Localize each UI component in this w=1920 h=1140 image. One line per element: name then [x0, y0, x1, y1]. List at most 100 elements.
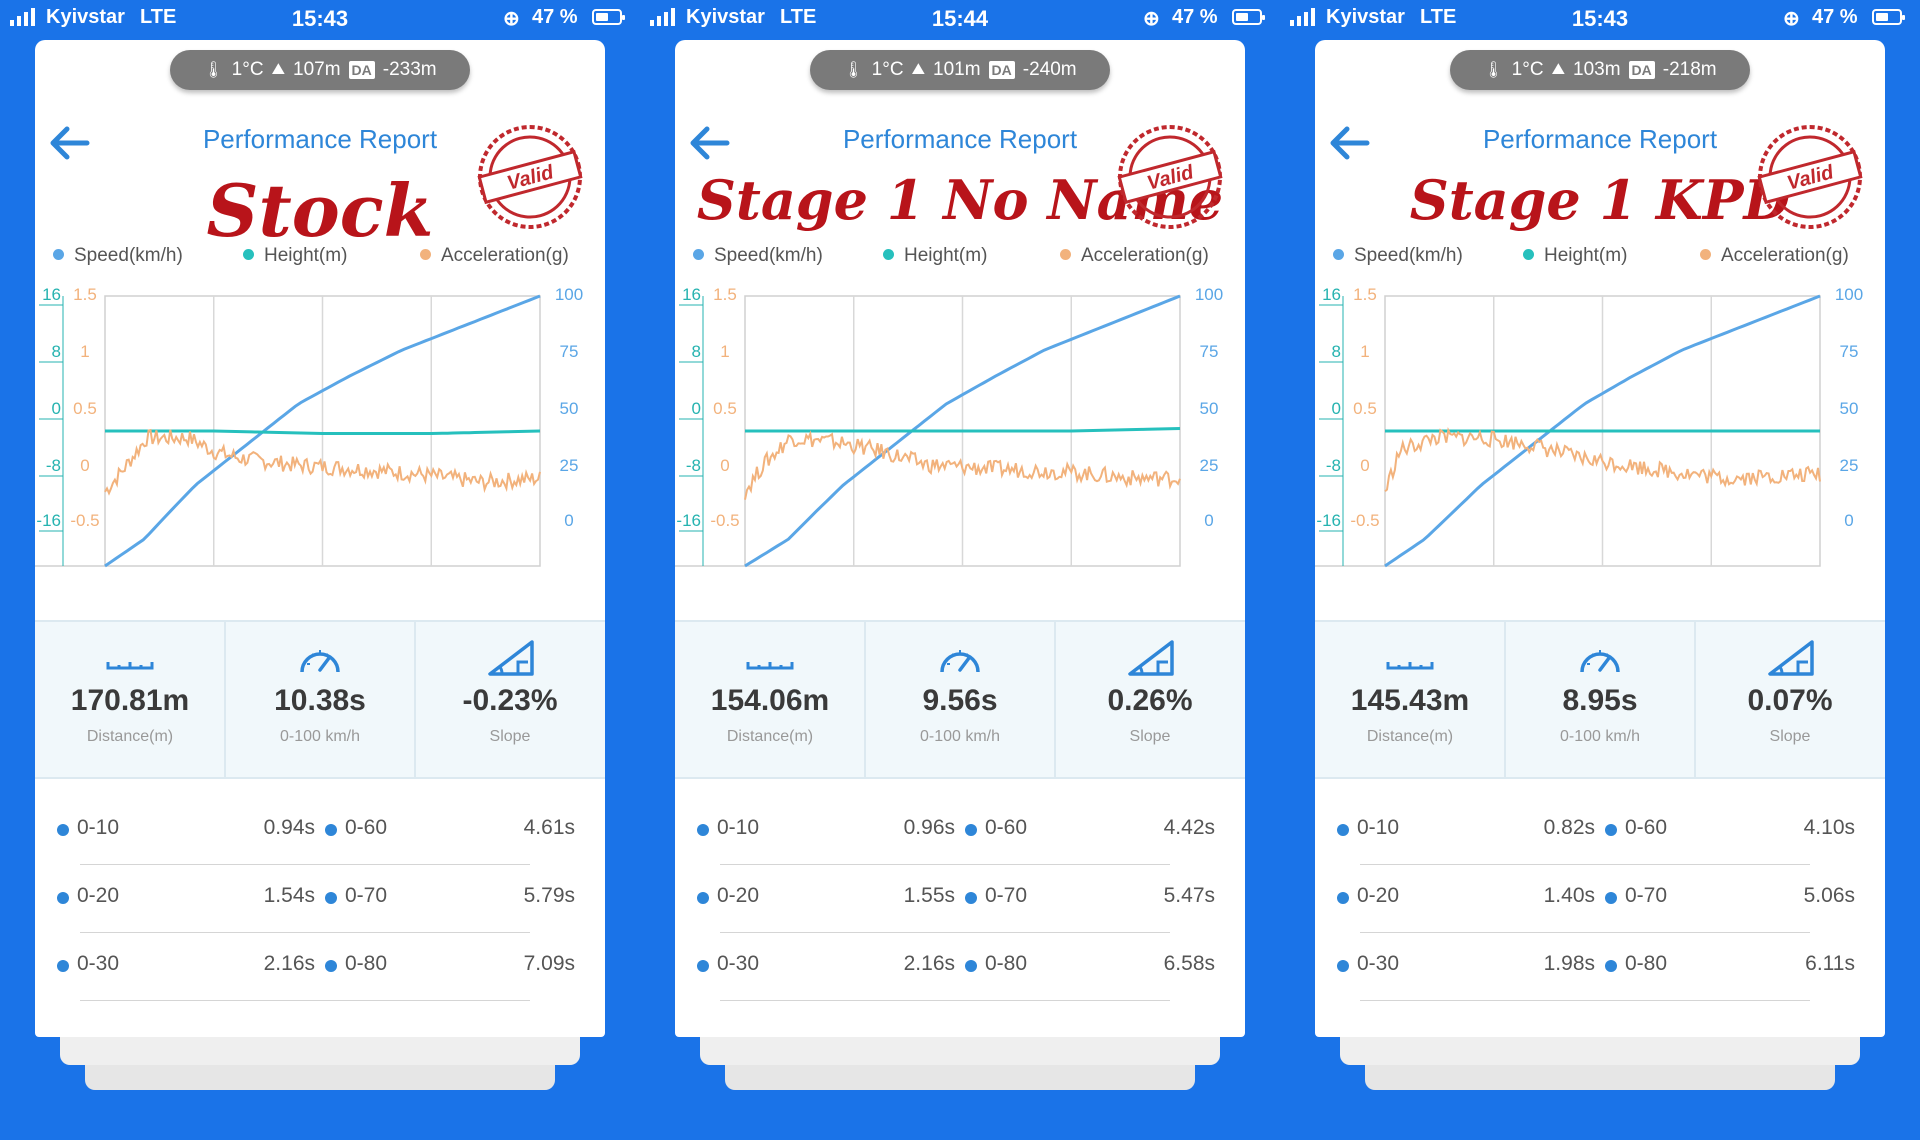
performance-chart: 16 8 0 -8 -16 1.5 1 0.5 0 -0.5 100 75 50 25 0: [675, 285, 1223, 568]
back-arrow-icon[interactable]: [47, 123, 97, 163]
split-bullet-icon: [1605, 824, 1617, 836]
split-row: 0-20 1.55s 0-70 5.47s: [675, 878, 1245, 946]
list-cutoff: [675, 1032, 1245, 1037]
height-tick-label: 8: [52, 342, 61, 361]
legend-speed: Speed(km/h): [1333, 245, 1463, 267]
divider: [414, 622, 416, 777]
split-bullet-icon: [325, 960, 337, 972]
accel-tick-label: 1: [80, 342, 89, 361]
speed-tick-label: 50: [1200, 399, 1219, 418]
network-type: LTE: [1420, 6, 1457, 28]
split-time: 5.06s: [1803, 884, 1855, 907]
slope-icon: [1695, 634, 1885, 684]
speed-tick-label: 100: [1835, 285, 1863, 304]
ruler-icon: [1315, 634, 1505, 684]
height-tick-label: 0: [692, 399, 701, 418]
split-time: 4.10s: [1803, 816, 1855, 839]
accel-tick-label: 0.5: [713, 399, 737, 418]
distance-label: Distance(m): [86, 728, 174, 745]
split-row: 0-10 0.94s 0-60 4.61s: [35, 810, 605, 878]
battery-percent: 47 %: [1172, 6, 1218, 28]
split-range: 0-10: [1357, 816, 1400, 839]
ruler-icon: [35, 634, 225, 684]
split-range: 0-10: [717, 816, 760, 839]
accel-tick-label: 0: [80, 456, 89, 475]
height-tick-label: 16: [682, 285, 701, 304]
accel-dot-icon: [1060, 249, 1071, 260]
page-title: Performance Report: [1482, 124, 1718, 154]
divider: [1504, 622, 1506, 777]
height-tick-label: -16: [1316, 511, 1341, 530]
slope-label: Slope: [1769, 728, 1811, 745]
accel-tick-label: -0.5: [1350, 511, 1379, 530]
split-bullet-icon: [697, 824, 709, 836]
split-time: 0.82s: [1543, 816, 1595, 839]
altitude: 101m: [933, 59, 981, 80]
split-range: 0-60: [345, 816, 388, 839]
back-arrow-icon[interactable]: [1327, 123, 1377, 163]
battery-icon: [1872, 9, 1905, 25]
distance-stat: 145.43m Distance(m): [1315, 622, 1505, 777]
row-divider: [80, 864, 530, 865]
speed-tick-label: 25: [1840, 456, 1859, 475]
network-type: LTE: [780, 6, 817, 28]
speed-tick-label: 75: [1200, 342, 1219, 361]
slope-icon: [415, 634, 605, 684]
split-range: 0-80: [985, 952, 1028, 975]
speed-line: [744, 294, 1181, 568]
split-time: 4.42s: [1163, 816, 1215, 839]
split-bullet-icon: [1337, 960, 1349, 972]
accel-tick-label: 1.5: [713, 285, 737, 304]
phone-screen: Kyivstar LTE 15:43 ⊕ 47 % 🌡 1°C ⛰ 107m D…: [0, 0, 640, 1140]
chart-legend: Speed(km/h) Height(m) Acceleration(g): [1315, 245, 1885, 269]
stage-label: Stage 1 KPD: [1409, 168, 1791, 232]
distance-stat: 154.06m Distance(m): [675, 622, 865, 777]
split-bullet-icon: [1337, 824, 1349, 836]
battery-icon: [592, 9, 625, 25]
row-divider: [80, 932, 530, 933]
time-stat: 8.95s 0-100 km/h: [1505, 622, 1695, 777]
row-divider: [720, 864, 1170, 865]
speed-tick-label: 50: [1840, 399, 1859, 418]
battery-percent: 47 %: [1812, 6, 1858, 28]
time-stat: 10.38s 0-100 km/h: [225, 622, 415, 777]
split-time: 6.11s: [1805, 952, 1855, 975]
ruler-icon: [675, 634, 865, 684]
split-range: 0-20: [717, 884, 760, 907]
distance-label: Distance(m): [1366, 728, 1454, 745]
slope-value: -0.23%: [462, 684, 558, 717]
height-tick-label: -8: [1326, 456, 1341, 475]
back-arrow-icon[interactable]: [687, 123, 737, 163]
speed-tick-label: 75: [560, 342, 579, 361]
list-cutoff: [1315, 1032, 1885, 1037]
environment-pill: 🌡 1°C ⛰ 107m DA -233m: [170, 50, 470, 90]
page-title: Performance Report: [842, 124, 1078, 154]
rotation-lock-icon: ⊕: [1143, 8, 1160, 30]
distance-value: 170.81m: [70, 684, 190, 717]
legend-speed: Speed(km/h): [693, 245, 823, 267]
battery-icon: [1232, 9, 1265, 25]
split-time: 2.16s: [903, 952, 955, 975]
acceleration-line: [744, 430, 1181, 500]
split-bullet-icon: [965, 960, 977, 972]
zero-to-hundred-value: 10.38s: [274, 684, 366, 717]
row-divider: [80, 1000, 530, 1001]
height-tick-label: 8: [692, 342, 701, 361]
speedometer-icon: [865, 634, 1055, 684]
row-divider: [720, 1000, 1170, 1001]
split-bullet-icon: [965, 892, 977, 904]
carrier-name: Kyivstar: [686, 6, 765, 28]
split-time: 1.55s: [903, 884, 955, 907]
speed-tick-label: 75: [1840, 342, 1859, 361]
battery-percent: 47 %: [532, 6, 578, 28]
split-time: 4.61s: [523, 816, 575, 839]
height-dot-icon: [883, 249, 894, 260]
performance-chart: 16 8 0 -8 -16 1.5 1 0.5 0 -0.5 100 75 50 25 0: [1315, 285, 1863, 568]
height-dot-icon: [1523, 249, 1534, 260]
split-time: 0.94s: [263, 816, 315, 839]
report-card: 🌡 1°C ⛰ 101m DA -240m Performance Report…: [675, 40, 1245, 1037]
speed-dot-icon: [1333, 249, 1344, 260]
page-title: Performance Report: [202, 124, 438, 154]
speed-dot-icon: [53, 249, 64, 260]
split-range: 0-70: [345, 884, 388, 907]
